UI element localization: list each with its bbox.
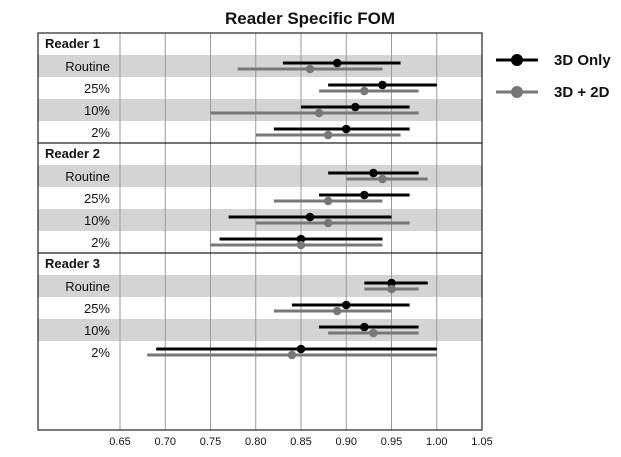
plot-frame <box>37 32 483 431</box>
point-3d-only <box>369 168 378 178</box>
row-labels: Reader 1 Routine 25% 10% 2% Reader 2 Routine 25… <box>45 36 110 360</box>
row-label: 10% <box>84 213 110 228</box>
row-band <box>38 209 482 231</box>
grid-lines <box>119 33 483 430</box>
reader-label: Reader 2 <box>45 146 100 161</box>
plot-border <box>37 32 483 431</box>
row-label: 10% <box>84 323 110 338</box>
x-tick-label: 0.95 <box>381 436 402 448</box>
point-3d-2d <box>287 350 297 360</box>
point-3d-2d <box>323 196 333 206</box>
point-3d-only <box>360 190 369 200</box>
point-3d-2d <box>369 328 378 338</box>
row-label: 25% <box>84 81 110 96</box>
row-band <box>38 99 482 121</box>
point-3d-2d <box>305 64 315 74</box>
point-3d-only <box>387 278 396 288</box>
point-3d-only <box>360 322 369 332</box>
point-3d-only <box>378 80 387 90</box>
x-tick-label: 0.65 <box>109 436 130 448</box>
point-3d-only <box>341 300 351 310</box>
row-band <box>38 55 482 77</box>
point-3d-only <box>341 124 351 134</box>
x-tick-label: 1.05 <box>471 436 492 448</box>
row-label: 25% <box>84 191 110 206</box>
point-3d-only <box>296 234 306 244</box>
x-tick-label: 1.00 <box>426 436 447 448</box>
legend: 3D Only 3D + 2D <box>496 52 611 101</box>
x-tick-label: 0.85 <box>290 436 311 448</box>
interval-marks <box>147 58 437 360</box>
x-tick-label: 0.70 <box>155 436 176 448</box>
row-label: 25% <box>84 301 110 316</box>
point-3d-2d <box>387 284 396 294</box>
legend-marker <box>511 86 523 98</box>
legend-label: 3D + 2D <box>554 84 610 101</box>
x-axis: 0.65 0.70 0.75 0.80 0.85 0.90 0.95 1.00 1.05 <box>109 436 492 448</box>
point-3d-2d <box>378 174 387 184</box>
point-3d-2d <box>323 218 333 228</box>
point-3d-2d <box>296 240 306 250</box>
row-label: Routine <box>65 169 110 184</box>
point-3d-2d <box>360 86 369 96</box>
row-band <box>38 275 482 297</box>
point-3d-only <box>351 102 360 112</box>
legend-label: 3D Only <box>554 52 611 69</box>
row-label: 2% <box>91 235 110 250</box>
x-tick-label: 0.80 <box>245 436 266 448</box>
row-label: 2% <box>91 345 110 360</box>
x-tick-label: 0.75 <box>200 436 221 448</box>
point-3d-only <box>332 58 342 68</box>
reader-label: Reader 3 <box>45 256 100 271</box>
chart-title: Reader Specific FOM <box>225 9 395 28</box>
row-label: Routine <box>65 279 110 294</box>
point-3d-2d <box>314 108 324 118</box>
row-label: 2% <box>91 125 110 140</box>
row-label: 10% <box>84 103 110 118</box>
legend-marker <box>511 54 523 66</box>
row-label: Routine <box>65 59 110 74</box>
point-3d-only <box>296 344 306 354</box>
point-3d-2d <box>332 306 342 316</box>
x-tick-label: 0.90 <box>336 436 357 448</box>
reader-label: Reader 1 <box>45 36 100 51</box>
point-3d-2d <box>323 130 333 140</box>
point-3d-only <box>305 212 315 222</box>
